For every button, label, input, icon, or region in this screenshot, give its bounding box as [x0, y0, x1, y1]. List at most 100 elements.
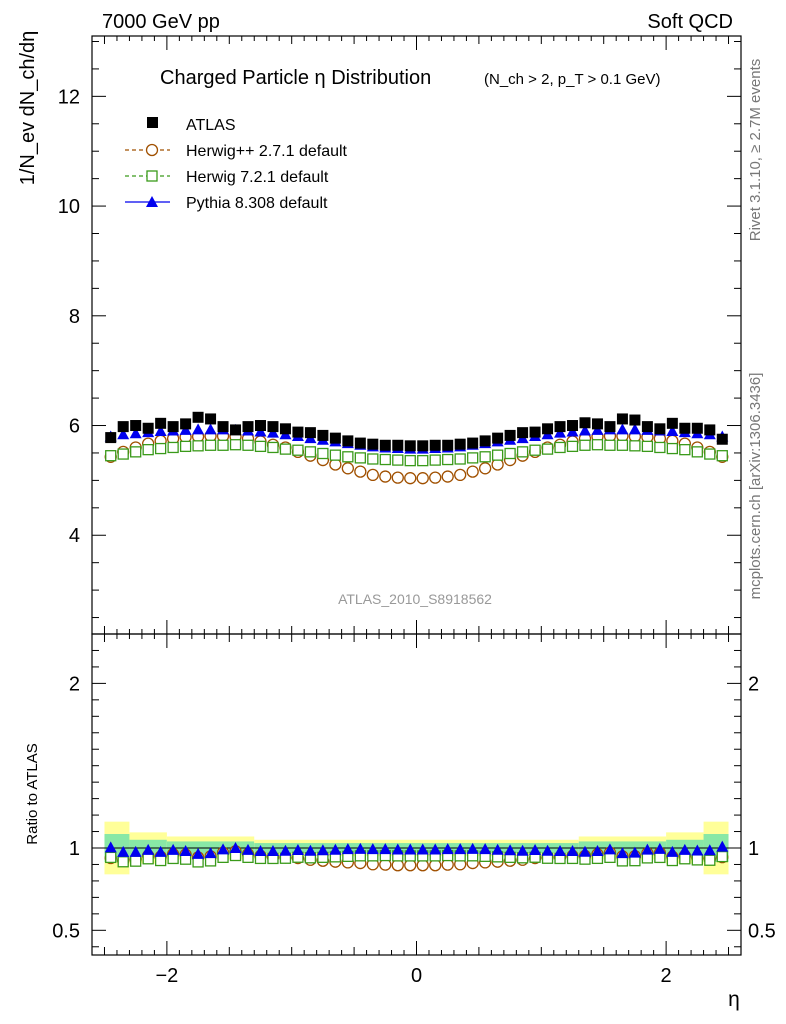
atlas-point	[679, 422, 691, 434]
herwig7-point	[254, 440, 267, 453]
pythia-ratio-point	[291, 843, 304, 855]
chart-title: Charged Particle η Distribution	[160, 67, 431, 89]
herwig7-point	[516, 446, 529, 458]
legend-herwig7-label: Herwig 7.2.1 default	[186, 169, 329, 186]
pythia-ratio-point	[641, 843, 654, 855]
pythia-ratio-point	[591, 845, 604, 857]
pythia-ratio-point	[142, 843, 155, 855]
herwig7-point	[429, 454, 441, 466]
herwig7-point	[392, 454, 404, 466]
herwigpp-point	[416, 472, 429, 485]
pythia-ratio-point	[104, 841, 117, 853]
pythia-ratio-point	[304, 844, 317, 856]
herwigpp-point	[466, 465, 479, 478]
pythia-point	[192, 423, 205, 435]
atlas-point	[542, 423, 554, 435]
mcplots-label: mcplots.cern.ch [arXiv:1306.3436]	[747, 373, 764, 600]
y-axis-label: 1/N_ev dN_ch/dη	[17, 31, 39, 186]
pythia-point	[129, 427, 142, 439]
y-tick-label: 8	[69, 306, 80, 328]
legend-atlas-marker	[147, 117, 158, 128]
pythia-point	[204, 423, 217, 435]
herwigpp-point	[478, 462, 492, 475]
herwig7-point	[130, 446, 142, 458]
pythia-ratio-point	[491, 843, 504, 855]
herwig7-point	[442, 453, 454, 466]
pythia-point	[578, 424, 591, 436]
atlas-point	[641, 421, 653, 433]
atlas-point	[367, 438, 379, 450]
atlas-point	[442, 439, 454, 451]
header-right: Soft QCD	[647, 11, 733, 33]
pythia-ratio-point	[204, 847, 217, 859]
herwig7-point	[716, 450, 728, 462]
herwig7-point	[467, 452, 479, 464]
atlas-point	[167, 421, 179, 433]
herwig7-point	[654, 441, 666, 454]
atlas-point	[242, 421, 254, 433]
atlas-point	[704, 424, 716, 436]
atlas-point	[654, 423, 666, 435]
herwig7-point	[342, 451, 354, 463]
pythia-ratio-point	[653, 842, 666, 854]
atlas-point	[517, 427, 529, 439]
atlas-point	[479, 435, 491, 447]
herwig7-ratio-point	[130, 855, 142, 867]
herwig7-point	[279, 443, 292, 455]
herwig7-point	[329, 449, 342, 461]
atlas-point	[329, 432, 341, 444]
x-axis-label: η	[728, 988, 740, 1011]
herwig7-point	[616, 439, 629, 451]
herwigpp-point	[454, 468, 467, 482]
pythia-ratio-point	[242, 843, 255, 855]
pythia-ratio-point	[316, 844, 329, 856]
legend-herwigpp-marker	[145, 143, 159, 157]
herwig7-ratio-point	[679, 853, 691, 865]
herwigpp-point	[429, 471, 442, 484]
atlas-point	[304, 427, 316, 439]
pythia-ratio-point	[504, 844, 517, 856]
legend-herwig7-marker	[146, 170, 158, 182]
atlas-point	[604, 421, 616, 433]
herwig7-point	[179, 440, 192, 453]
ratio-axis-label: Ratio to ATLAS	[24, 743, 41, 844]
pythia-ratio-point	[154, 845, 167, 857]
analysis-watermark: ATLAS_2010_S8918562	[338, 591, 492, 607]
atlas-point	[404, 440, 416, 452]
herwig7-point	[679, 444, 691, 456]
atlas-point	[504, 429, 516, 441]
herwig7-point	[554, 441, 566, 454]
herwig7-point	[504, 447, 516, 460]
main-series	[104, 411, 729, 485]
x-tick-label: −2	[155, 965, 178, 987]
pythia-ratio-point	[454, 843, 467, 855]
herwig7-point	[479, 451, 491, 463]
pythia-ratio-point	[628, 846, 641, 858]
atlas-point	[666, 417, 678, 429]
pythia-point	[154, 425, 167, 437]
herwig7-point	[242, 439, 254, 451]
pythia-ratio-point	[554, 845, 567, 857]
header-left: 7000 GeV pp	[102, 11, 220, 33]
x-tick-label: 2	[661, 965, 672, 987]
pythia-point	[628, 423, 641, 435]
atlas-point	[429, 439, 441, 451]
atlas-point	[130, 420, 142, 432]
herwig7-ratio-point	[142, 853, 154, 865]
pythia-ratio-point	[391, 843, 404, 855]
pythia-point	[266, 426, 279, 438]
legend-pythia-label: Pythia 8.308 default	[186, 195, 328, 212]
y-tick-label: 12	[58, 86, 80, 108]
ratio-tick-label-right: 0.5	[748, 920, 776, 942]
atlas-point	[105, 432, 117, 444]
atlas-point	[629, 414, 641, 426]
pythia-point	[117, 428, 130, 440]
atlas-point	[192, 411, 204, 423]
pythia-ratio-point	[254, 845, 267, 857]
herwig7-point	[192, 440, 204, 452]
ratio-tick-label-right: 1	[748, 838, 759, 860]
pythia-ratio-point	[129, 845, 142, 857]
herwig7-point	[641, 440, 654, 453]
atlas-point	[317, 429, 329, 441]
herwig7-point	[217, 439, 229, 451]
